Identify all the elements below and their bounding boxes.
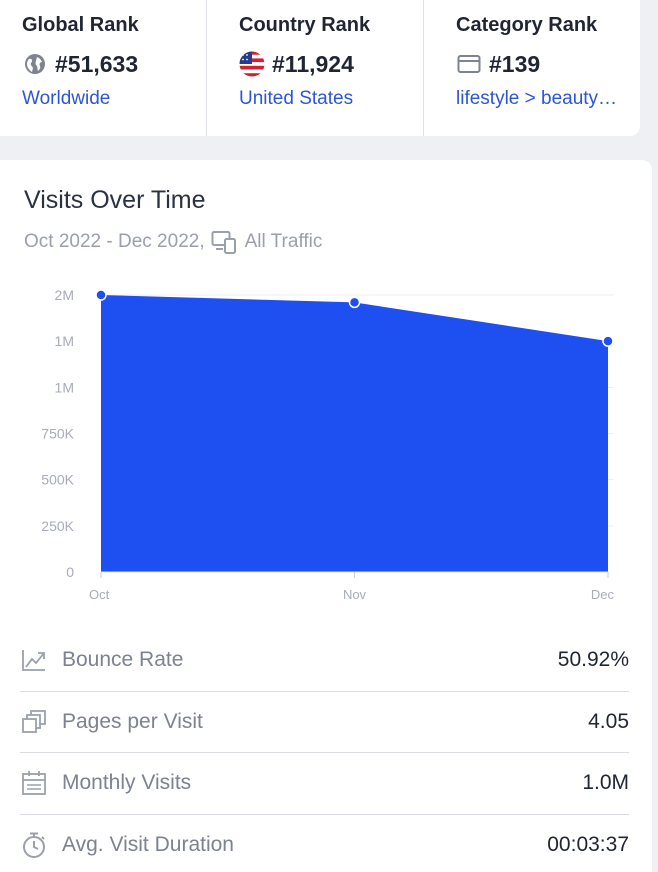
y-tick-label: 2M: [55, 287, 74, 303]
visits-period: Oct 2022 - Dec 2022,: [24, 231, 205, 252]
pages-icon: [20, 708, 48, 736]
devices-icon: [211, 230, 237, 254]
us-flag-icon: [239, 51, 265, 77]
x-tick-label: Nov: [343, 587, 367, 602]
metric-row: Avg. Visit Duration 00:03:37: [20, 815, 629, 872]
metric-row: Pages per Visit 4.05: [20, 692, 629, 753]
category-rank-value: #139: [489, 50, 541, 77]
metric-value: 1.0M: [582, 771, 629, 795]
global-rank-title: Global Rank: [22, 14, 139, 36]
y-tick-label: 0: [66, 564, 74, 580]
y-tick-label: 1M: [55, 379, 74, 395]
metric-value: 00:03:37: [547, 833, 629, 857]
category-rank-title: Category Rank: [456, 14, 598, 36]
chart-area-layer: [95, 289, 614, 572]
category-link[interactable]: lifestyle > beauty…: [456, 88, 618, 109]
metric-label: Avg. Visit Duration: [62, 833, 234, 857]
visits-title: Visits Over Time: [24, 186, 206, 214]
global-rank-cell: Global Rank #51,633 Worldwide: [0, 0, 207, 136]
x-tick-label: Dec: [591, 587, 615, 602]
y-tick-label: 500K: [41, 472, 74, 488]
data-point: [602, 335, 614, 347]
country-rank-title: Country Rank: [239, 14, 371, 36]
data-point: [348, 296, 361, 309]
country-rank-value: #11,924: [272, 50, 354, 77]
metric-label: Monthly Visits: [62, 771, 192, 795]
stopwatch-icon: [20, 831, 48, 859]
chart-y-axis: 0 250K 500K 750K 1M 1M 2M: [41, 287, 74, 580]
global-rank-value: #51,633: [55, 50, 139, 77]
y-tick-label: 250K: [41, 518, 74, 534]
category-icon: [456, 51, 482, 77]
metric-row: Bounce Rate 50.92%: [20, 630, 629, 692]
metric-value: 50.92%: [557, 648, 629, 672]
globe-icon: [22, 51, 48, 77]
calendar-icon: [20, 769, 48, 797]
country-rank-cell: Country Rank #11,924: [207, 0, 424, 136]
metric-label: Pages per Visit: [62, 709, 203, 733]
worldwide-link[interactable]: Worldwide: [22, 88, 111, 109]
bounce-rate-icon: [20, 646, 48, 674]
visits-chart: 0 250K 500K 750K 1M 1M 2M Oct Nov Dec: [41, 287, 615, 602]
metric-value: 4.05: [588, 709, 629, 733]
metric-label: Bounce Rate: [62, 648, 184, 672]
metric-row: Monthly Visits 1.0M: [20, 753, 629, 815]
y-tick-label: 1M: [55, 333, 74, 349]
visits-subtitle: Oct 2022 - Dec 2022, All Traffic: [24, 230, 322, 254]
visits-card: Visits Over Time Oct 2022 - Dec 2022, Al…: [0, 160, 652, 872]
chart-x-axis: Oct Nov Dec: [89, 571, 615, 602]
rank-summary: Global Rank #51,633 Worldwide Country Ra…: [0, 0, 640, 136]
engagement-metrics: Bounce Rate 50.92% Pages per Visit 4.05: [20, 630, 629, 872]
x-tick-label: Oct: [89, 587, 110, 602]
category-rank-cell: Category Rank #139 lifestyle > beauty…: [424, 0, 640, 136]
visits-area: [101, 295, 608, 572]
country-link[interactable]: United States: [239, 88, 354, 109]
traffic-filter[interactable]: All Traffic: [244, 231, 323, 252]
y-tick-label: 750K: [41, 426, 74, 442]
data-point: [95, 289, 107, 301]
